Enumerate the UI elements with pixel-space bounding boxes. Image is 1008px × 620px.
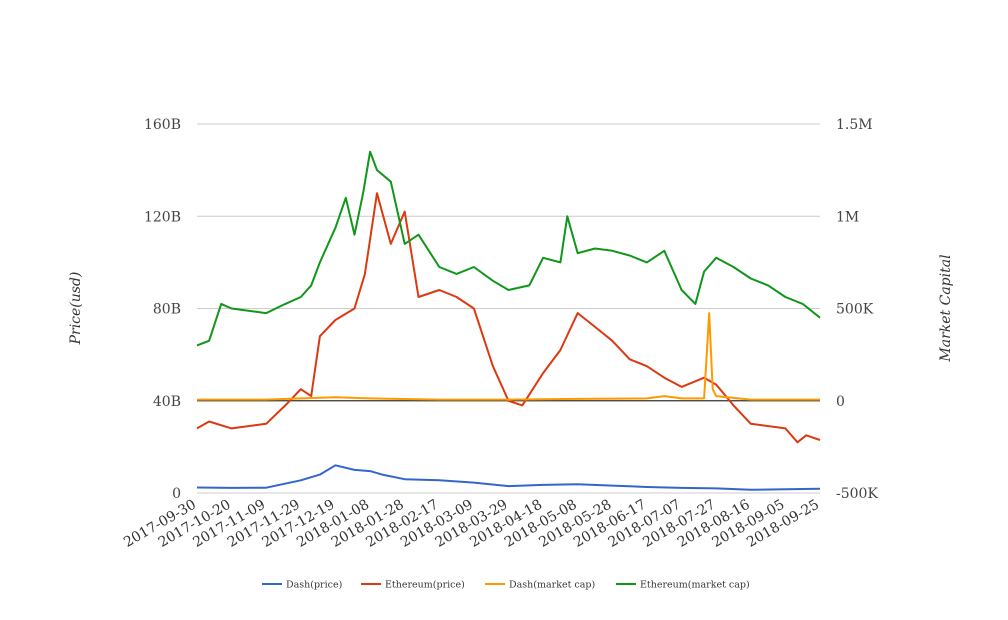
y-axis-label-left: Price(usd): [68, 272, 84, 346]
legend-label: Dash(price): [286, 580, 342, 591]
legend-label: Ethereum(price): [385, 580, 465, 591]
right-tick-label: 0: [836, 394, 845, 410]
left-tick-label: 80B: [153, 302, 181, 318]
right-axis-ticks: -500K 0 500K 1M 1.5M: [836, 117, 878, 502]
x-axis-ticks: 2017-09-302017-10-202017-11-092017-11-29…: [121, 497, 822, 551]
legend-label: Ethereum(market cap): [640, 580, 750, 591]
right-tick-label: 1M: [836, 209, 859, 225]
legend-label: Dash(market cap): [509, 580, 595, 591]
y-axis-label-right: Market Capital: [938, 254, 954, 362]
series-line-dash-market-cap: [197, 312, 820, 401]
left-tick-label: 0: [172, 486, 181, 502]
series-line-dash-price: [196, 464, 821, 491]
left-tick-label: 40B: [153, 394, 181, 410]
right-tick-label: -500K: [836, 486, 878, 502]
left-axis-ticks: 0 40B 80B 120B 160B: [144, 117, 181, 502]
right-tick-label: 1.5M: [836, 117, 873, 133]
grid: [197, 123, 820, 494]
series-line-ethereum-price: [196, 192, 821, 444]
left-tick-label: 160B: [144, 117, 181, 133]
legend: Dash(price) Ethereum(price) Dash(market ca…: [262, 580, 750, 591]
right-tick-label: 500K: [836, 302, 874, 318]
series-line-ethereum-market-cap: [196, 150, 821, 347]
left-tick-label: 120B: [144, 209, 181, 225]
series-lines: [196, 150, 821, 491]
